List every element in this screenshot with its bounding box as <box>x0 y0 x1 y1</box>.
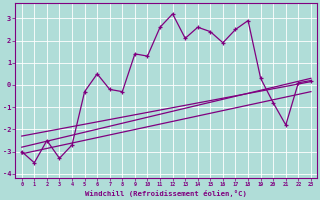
X-axis label: Windchill (Refroidissement éolien,°C): Windchill (Refroidissement éolien,°C) <box>85 190 247 197</box>
